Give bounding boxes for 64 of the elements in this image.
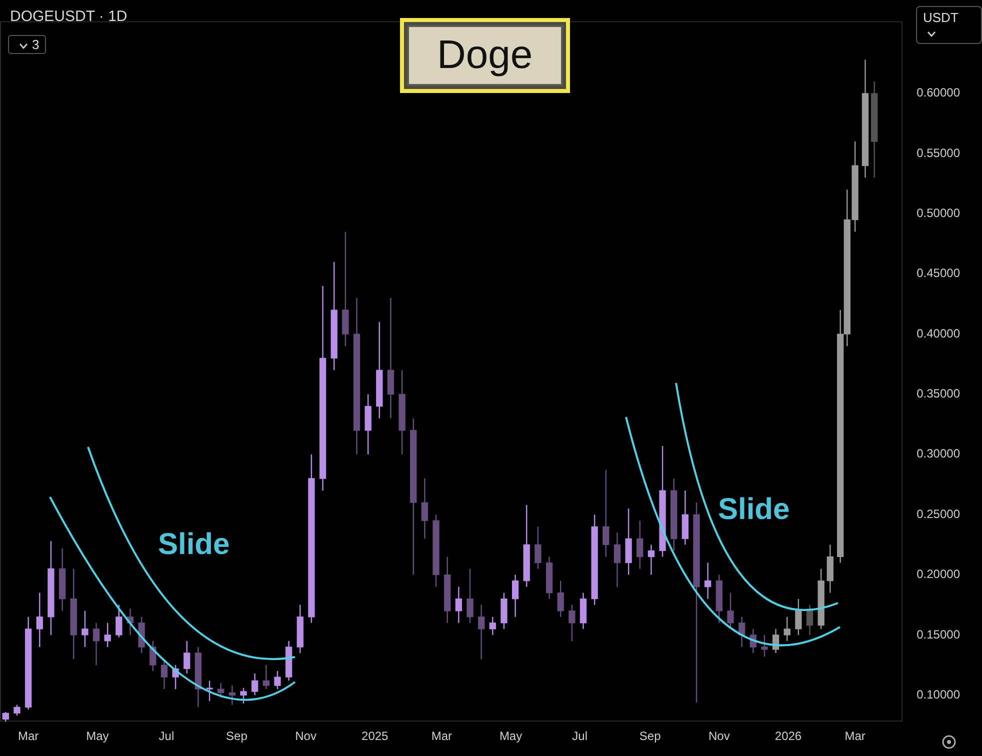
candlestick [82, 610, 88, 648]
candlestick [557, 580, 564, 618]
candlestick [648, 544, 655, 576]
candlestick [274, 670, 281, 690]
candlestick [240, 687, 247, 704]
annotation: Slide [718, 493, 790, 527]
x-tick-label: Nov [295, 729, 316, 744]
candlestick [727, 592, 734, 630]
x-tick-label: Jul [572, 729, 588, 744]
x-tick-label: Nov [708, 729, 730, 744]
x-tick-label: Mar [844, 729, 866, 744]
candlestick [784, 616, 790, 642]
y-tick-label: 0.35000 [916, 386, 960, 401]
x-tick-label: May [499, 729, 522, 744]
chart-title: Doge [407, 25, 563, 86]
candlestick [614, 532, 621, 588]
candlestick [92, 622, 100, 666]
x-tick-label: Sep [639, 729, 662, 744]
x-tick-label: 2026 [774, 729, 802, 744]
candlestick [602, 469, 610, 558]
candlestick [704, 562, 712, 600]
candlestick [512, 574, 519, 618]
candlestick [251, 672, 258, 696]
y-tick-label: 0.30000 [916, 446, 960, 461]
x-tick-label: Sep [226, 729, 248, 744]
candlestick [478, 604, 485, 660]
candlestick [534, 526, 542, 570]
x-tick-label: 2025 [362, 729, 389, 744]
candlestick [761, 634, 768, 658]
candlestick [455, 586, 462, 624]
annotation: 3 [32, 37, 40, 52]
candlestick [206, 680, 213, 702]
candlestick [14, 704, 20, 716]
candlestick [160, 658, 168, 690]
y-tick-label: 0.60000 [916, 86, 960, 100]
y-tick-label: 0.25000 [916, 506, 960, 521]
candlestick [184, 640, 190, 674]
x-tick-label: Mar [431, 729, 452, 744]
candlestick [228, 684, 236, 706]
candlestick [568, 604, 576, 642]
candlestick [795, 598, 802, 636]
y-tick-label: 0.50000 [916, 206, 960, 220]
candlestick [116, 604, 122, 638]
y-tick-label: 0.40000 [916, 326, 960, 340]
y-tick-label: 0.45000 [916, 266, 960, 280]
y-tick-label: 0.10000 [916, 687, 960, 702]
candlestick [421, 478, 428, 540]
y-axis-title: USDT [923, 10, 958, 25]
x-tick-label: Mar [18, 729, 39, 744]
candlestick [489, 616, 496, 636]
candlestick [36, 592, 43, 648]
x-tick-label: May [86, 729, 109, 744]
y-tick-label: 0.20000 [916, 567, 960, 582]
candlestick [466, 568, 474, 624]
y-tick-label: 0.55000 [916, 146, 960, 160]
candlestick [806, 604, 814, 636]
candlestick [104, 622, 111, 648]
annotation: Slide [158, 528, 230, 562]
candlestick [262, 664, 270, 690]
x-tick-label: Jul [158, 729, 174, 744]
candlestick [636, 520, 644, 570]
chart-subtitle: DOGEUSDT · 1D [10, 8, 128, 25]
y-tick-label: 0.15000 [916, 627, 960, 642]
candlestick [218, 682, 224, 698]
